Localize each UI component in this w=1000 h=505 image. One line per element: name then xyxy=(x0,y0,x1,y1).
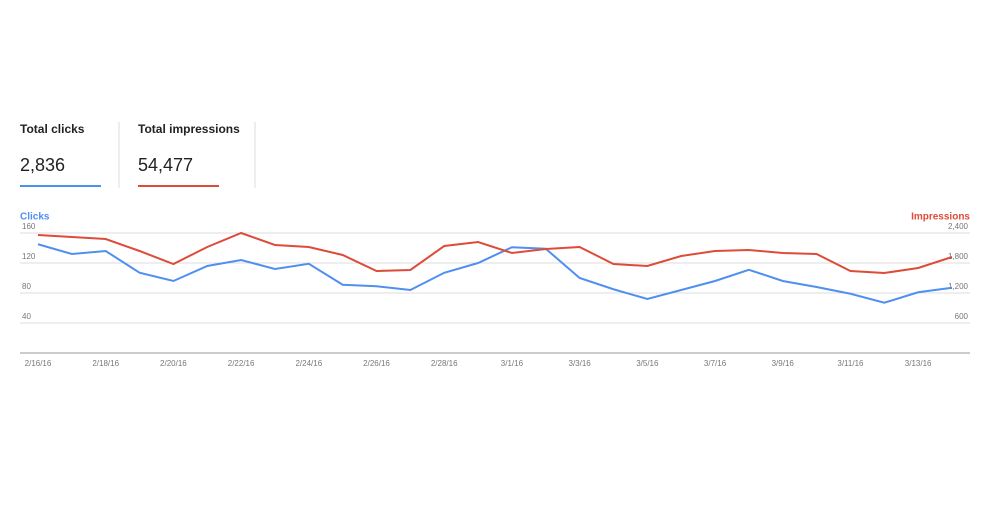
x-tick-label: 3/7/16 xyxy=(704,359,727,368)
x-tick-label: 3/1/16 xyxy=(501,359,524,368)
y-tick-label: 120 xyxy=(22,252,36,261)
x-tick-label: 3/13/16 xyxy=(905,359,932,368)
series-line xyxy=(37,243,953,304)
x-tick-label: 3/5/16 xyxy=(636,359,659,368)
clicks-total: 2,836 xyxy=(20,155,65,175)
y2-tick-label: 1,200 xyxy=(948,282,969,291)
y-tick-label: 80 xyxy=(22,282,31,291)
y2-axis-title: Impressions xyxy=(911,212,970,223)
x-tick-label: 3/9/16 xyxy=(772,359,795,368)
x-tick-label: 2/22/16 xyxy=(228,359,255,368)
y-tick-label: 40 xyxy=(22,312,31,321)
clicks-label: Total clicks xyxy=(20,122,85,136)
y2-tick-label: 2,400 xyxy=(948,222,969,231)
x-tick-label: 3/11/16 xyxy=(837,359,864,368)
x-tick-label: 2/24/16 xyxy=(295,359,322,368)
y-axis-title: Clicks xyxy=(20,212,50,223)
y2-tick-label: 1,800 xyxy=(948,252,969,261)
y2-tick-label: 600 xyxy=(955,312,969,321)
x-tick-label: 2/20/16 xyxy=(160,359,187,368)
x-tick-label: 2/16/16 xyxy=(25,359,52,368)
x-tick-label: 2/28/16 xyxy=(431,359,458,368)
x-tick-label: 3/3/16 xyxy=(569,359,592,368)
x-tick-label: 2/26/16 xyxy=(363,359,390,368)
clicks-underline xyxy=(20,185,101,187)
series-line xyxy=(37,231,953,275)
impressions-total: 54,477 xyxy=(138,155,193,175)
impressions-label: Total impressions xyxy=(138,122,240,136)
impressions-underline xyxy=(138,185,219,187)
y-tick-label: 160 xyxy=(22,222,36,231)
x-tick-label: 2/18/16 xyxy=(92,359,119,368)
